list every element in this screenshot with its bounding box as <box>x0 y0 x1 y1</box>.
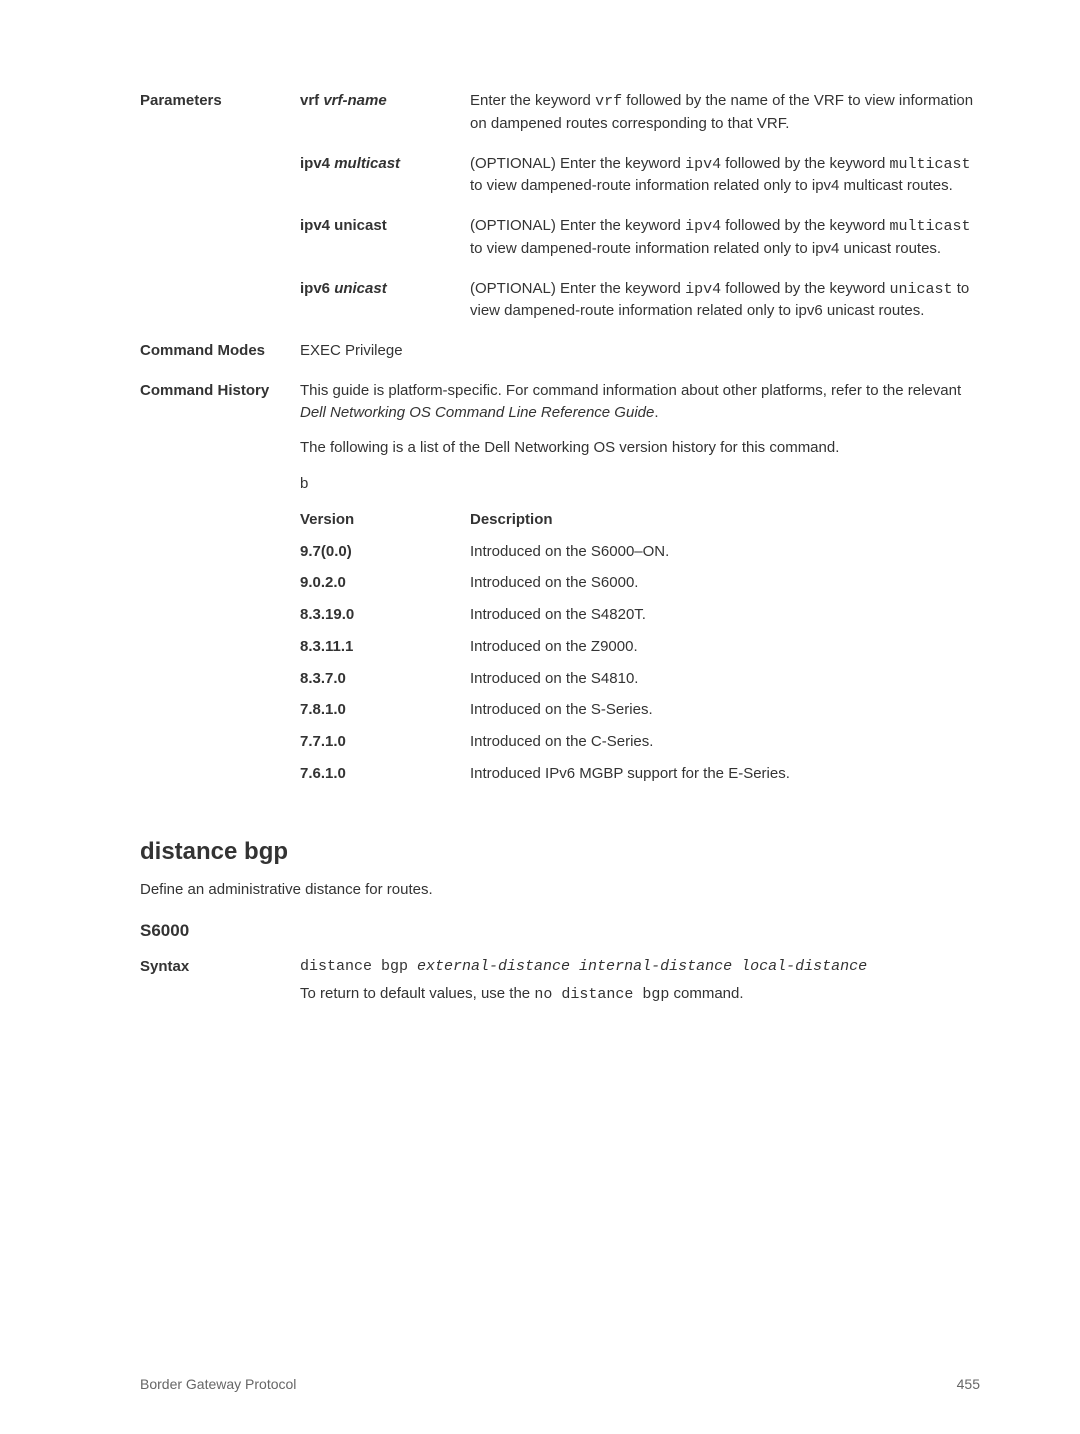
v1: 9.0.2.0 <box>300 572 470 594</box>
param-name-0: vrf vrf-name <box>300 90 470 135</box>
param-name-3: ipv6 unicast <box>300 278 470 323</box>
p1np: ipv4 <box>300 155 334 172</box>
footer-left: Border Gateway Protocol <box>140 1374 296 1394</box>
param-desc-3: (OPTIONAL) Enter the keyword ipv4 follow… <box>470 278 980 323</box>
param-desc-1: (OPTIONAL) Enter the keyword ipv4 follow… <box>470 153 980 198</box>
retb: command. <box>669 985 743 1002</box>
syntax-row: Syntax distance bgp external-distance in… <box>140 956 980 1007</box>
chp1i: Dell Networking OS Command Line Referenc… <box>300 404 654 421</box>
d7: Introduced IPv6 MGBP support for the E-S… <box>470 763 980 785</box>
d3: Introduced on the Z9000. <box>470 636 980 658</box>
chp1b: . <box>654 404 658 421</box>
command-history-row: Command History This guide is platform-s… <box>140 380 980 795</box>
p3pre: (OPTIONAL) Enter the keyword <box>470 280 685 297</box>
distance-intro: Define an administrative distance for ro… <box>140 879 980 901</box>
p3ni: unicast <box>334 280 387 297</box>
d2: Introduced on the S4820T. <box>470 604 980 626</box>
footer-right: 455 <box>957 1374 980 1394</box>
distance-bgp-heading: distance bgp <box>140 835 980 870</box>
d4: Introduced on the S4810. <box>470 668 980 690</box>
p3c2: unicast <box>890 281 953 298</box>
page-footer: Border Gateway Protocol 455 <box>140 1374 980 1394</box>
parameters-row-1: Parameters vrf vrf-name Enter the keywor… <box>140 90 980 135</box>
command-history-body: This guide is platform-specific. For com… <box>300 380 980 795</box>
vhead-description: Description <box>470 509 980 531</box>
p2post: to view dampened-route information relat… <box>470 240 941 257</box>
command-history-label: Command History <box>140 380 300 795</box>
d6: Introduced on the C-Series. <box>470 731 980 753</box>
p2c1: ipv4 <box>685 218 721 235</box>
v4: 8.3.7.0 <box>300 668 470 690</box>
command-modes-row: Command Modes EXEC Privilege <box>140 340 980 362</box>
syntax-line: distance bgp external-distance internal-… <box>300 956 980 978</box>
distance-model: S6000 <box>140 919 980 944</box>
vrow-2: 8.3.19.0 Introduced on the S4820T. <box>300 604 980 626</box>
parameters-label: Parameters <box>140 90 300 135</box>
p3m1: followed by the keyword <box>721 280 889 297</box>
p1m1: followed by the keyword <box>721 155 889 172</box>
vtable-header: Version Description <box>300 509 980 531</box>
syntax-label: Syntax <box>140 956 300 1007</box>
syni: external-distance internal-distance loca… <box>417 958 867 975</box>
vrow-4: 8.3.7.0 Introduced on the S4810. <box>300 668 980 690</box>
ch-para2: The following is a list of the Dell Netw… <box>300 437 980 459</box>
p1ni: multicast <box>334 155 400 172</box>
p2c2: multicast <box>890 218 971 235</box>
param-name-1: ipv4 multicast <box>300 153 470 198</box>
p1post: to view dampened-route information relat… <box>470 177 953 194</box>
p1c1: ipv4 <box>685 156 721 173</box>
vrow-6: 7.7.1.0 Introduced on the C-Series. <box>300 731 980 753</box>
param-name-2: ipv4 unicast <box>300 215 470 260</box>
ch-para1: This guide is platform-specific. For com… <box>300 380 980 424</box>
retc: no distance bgp <box>534 986 669 1003</box>
command-modes-value: EXEC Privilege <box>300 340 980 362</box>
d5: Introduced on the S-Series. <box>470 699 980 721</box>
p1c2: multicast <box>890 156 971 173</box>
command-modes-label: Command Modes <box>140 340 300 362</box>
parameters-row-4: ipv6 unicast (OPTIONAL) Enter the keywor… <box>140 278 980 323</box>
p3np: ipv6 <box>300 280 334 297</box>
vrow-0: 9.7(0.0) Introduced on the S6000–ON. <box>300 541 980 563</box>
chp1a: This guide is platform-specific. For com… <box>300 382 961 399</box>
p1pre: (OPTIONAL) Enter the keyword <box>470 155 685 172</box>
ch-b: b <box>300 473 980 495</box>
parameters-row-3: ipv4 unicast (OPTIONAL) Enter the keywor… <box>140 215 980 260</box>
p2pre: (OPTIONAL) Enter the keyword <box>470 217 685 234</box>
param-name-ital-0: vrf-name <box>323 92 386 109</box>
d1: Introduced on the S6000. <box>470 572 980 594</box>
v2: 8.3.19.0 <box>300 604 470 626</box>
v0: 9.7(0.0) <box>300 541 470 563</box>
v6: 7.7.1.0 <box>300 731 470 753</box>
parameters-row-2: ipv4 multicast (OPTIONAL) Enter the keyw… <box>140 153 980 198</box>
vhead-version: Version <box>300 509 470 531</box>
syntax-return: To return to default values, use the no … <box>300 983 980 1006</box>
v3: 8.3.11.1 <box>300 636 470 658</box>
p3c1: ipv4 <box>685 281 721 298</box>
reta: To return to default values, use the <box>300 985 534 1002</box>
v5: 7.8.1.0 <box>300 699 470 721</box>
p2np: ipv4 unicast <box>300 217 387 234</box>
vrow-5: 7.8.1.0 Introduced on the S-Series. <box>300 699 980 721</box>
vrow-3: 8.3.11.1 Introduced on the Z9000. <box>300 636 980 658</box>
syntax-body: distance bgp external-distance internal-… <box>300 956 980 1007</box>
vrow-7: 7.6.1.0 Introduced IPv6 MGBP support for… <box>300 763 980 785</box>
param-desc-2: (OPTIONAL) Enter the keyword ipv4 follow… <box>470 215 980 260</box>
synp: distance bgp <box>300 958 417 975</box>
p0c1: vrf <box>595 93 622 110</box>
p0pre: Enter the keyword <box>470 92 595 109</box>
vrow-1: 9.0.2.0 Introduced on the S6000. <box>300 572 980 594</box>
param-name-plain-0: vrf <box>300 92 323 109</box>
v7: 7.6.1.0 <box>300 763 470 785</box>
p2m1: followed by the keyword <box>721 217 889 234</box>
param-desc-0: Enter the keyword vrf followed by the na… <box>470 90 980 135</box>
d0: Introduced on the S6000–ON. <box>470 541 980 563</box>
